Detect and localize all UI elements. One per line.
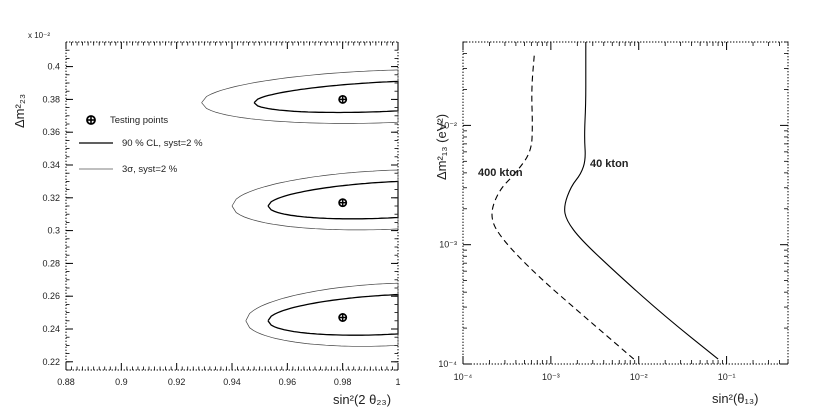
left-x-axis-label: sin²(2 θ₂₃) [333, 392, 391, 407]
left-ticks [65, 42, 399, 371]
right-y-tick-labels: 10⁻⁴ 10⁻³ 10⁻² [438, 120, 457, 369]
left-y-tick-label: 0.28 [42, 258, 60, 268]
left-contours [201, 69, 399, 347]
left-y-tick-label: 0.26 [42, 291, 60, 301]
right-y-tick-label: 10⁻⁴ [438, 359, 457, 369]
left-y-tick-label: 0.3 [47, 226, 60, 236]
left-x-tick-label: 1 [395, 377, 400, 387]
legend-label-90cl: 90 % CL, syst=2 % [122, 138, 203, 149]
right-y-tick-label: 10⁻³ [439, 240, 457, 250]
legend-marker-testing-points [86, 115, 96, 125]
contour-90cl [267, 293, 399, 336]
annotation-400-kton: 400 kton [478, 167, 523, 179]
left-y-tick-label: 0.36 [42, 127, 60, 137]
right-ticks [462, 41, 789, 365]
right-x-tick-label: 10⁻¹ [718, 372, 736, 382]
left-legend: Testing points 90 % CL, syst=2 % 3σ, sys… [79, 115, 203, 175]
left-y-tick-label: 0.32 [42, 193, 60, 203]
left-testing-points [338, 94, 348, 322]
left-y-tick-label: 0.34 [42, 160, 60, 170]
left-x-tick-labels: 0.88 0.9 0.92 0.94 0.96 0.98 1 [57, 377, 400, 387]
right-x-tick-labels: 10⁻⁴ 10⁻³ 10⁻² 10⁻¹ [454, 372, 736, 382]
testing-point-marker [338, 94, 348, 104]
left-y-tick-label: 0.38 [42, 94, 60, 104]
curve-40-kton [564, 42, 719, 360]
left-y-axis-label: Δm²₂₃ [12, 94, 27, 128]
curve-400-kton [491, 53, 635, 360]
right-x-tick-label: 10⁻³ [542, 372, 560, 382]
left-y-multiplier: x 10⁻² [28, 31, 50, 40]
testing-point-marker [338, 313, 348, 322]
legend-label-testing-points: Testing points [110, 115, 168, 126]
left-x-tick-label: 0.92 [168, 377, 186, 387]
contour-90cl [253, 80, 399, 114]
right-plot-frame [462, 41, 789, 365]
right-chart: 10⁻⁴ 10⁻³ 10⁻² 10⁻¹ 10⁻⁴10⁻³10⁻² sin²(θ₁₃) … [434, 41, 789, 406]
left-y-tick-label: 0.24 [42, 324, 60, 334]
left-y-tick-label: 0.22 [42, 357, 60, 367]
left-x-tick-label: 0.98 [334, 377, 352, 387]
contour-3sigma [231, 169, 399, 231]
contour-90cl [267, 180, 399, 220]
left-x-tick-label: 0.94 [223, 377, 241, 387]
right-y-tick-label: 10⁻² [439, 120, 457, 130]
right-x-axis-label: sin²(θ₁₃) [712, 391, 759, 406]
legend-label-3sigma: 3σ, syst=2 % [122, 164, 178, 175]
left-y-tick-labels: 0.22 0.24 0.26 0.28 0.3 0.32 0.34 0.36 0.38 0.4 [42, 62, 60, 367]
right-y-axis-label: Δm²₁₃ (eV²) [434, 114, 449, 180]
right-x-tick-label: 10⁻² [630, 372, 648, 382]
annotation-40-kton: 40 kton [590, 158, 629, 170]
left-chart: 0.88 0.9 0.92 0.94 0.96 0.98 1 0.220.240.260.2… [12, 31, 401, 407]
right-curves [491, 42, 719, 360]
right-x-tick-label: 10⁻⁴ [454, 372, 473, 382]
left-y-tick-label: 0.4 [47, 62, 60, 72]
testing-point-marker [338, 198, 348, 208]
left-x-tick-label: 0.9 [115, 377, 128, 387]
contour-3sigma [245, 282, 399, 347]
left-x-tick-label: 0.96 [279, 377, 297, 387]
contour-3sigma [201, 69, 399, 124]
left-x-tick-label: 0.88 [57, 377, 75, 387]
